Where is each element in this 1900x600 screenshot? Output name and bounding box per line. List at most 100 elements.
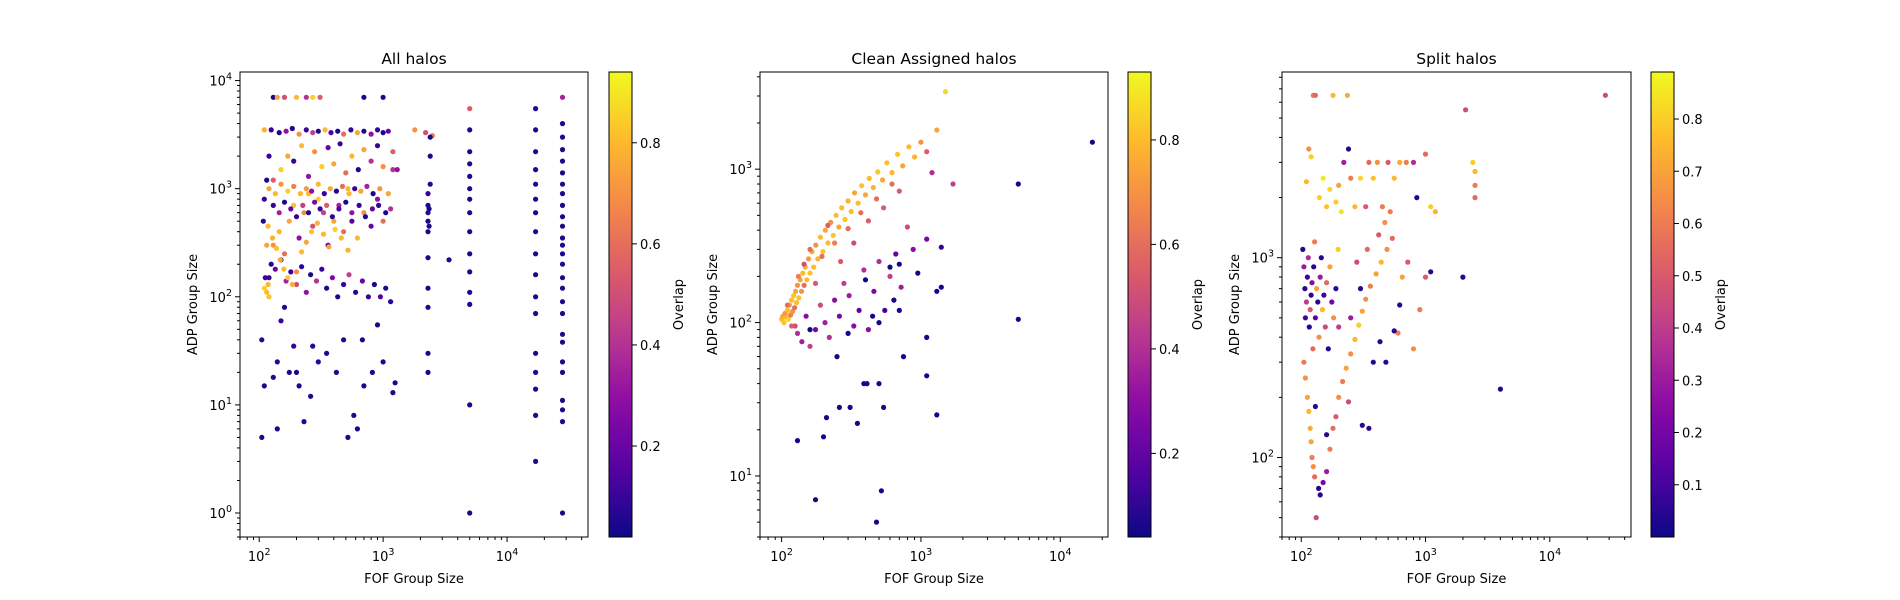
data-point <box>285 153 291 159</box>
data-point <box>559 170 566 176</box>
data-point <box>1356 322 1362 328</box>
data-point <box>388 206 394 212</box>
colorbar-tick-label: 0.2 <box>640 440 661 455</box>
data-point <box>1463 107 1469 113</box>
data-point <box>303 289 309 295</box>
data-point <box>1391 328 1397 334</box>
data-point <box>1366 425 1372 431</box>
data-point <box>261 196 267 202</box>
data-point <box>374 196 381 202</box>
data-point <box>1309 280 1315 286</box>
data-point <box>559 158 566 164</box>
y-tick-label: 102 <box>1251 448 1274 466</box>
data-point <box>838 258 844 265</box>
data-point <box>878 488 885 494</box>
data-point <box>319 164 325 170</box>
data-point <box>296 383 302 389</box>
data-point <box>559 202 566 208</box>
data-point <box>851 240 857 246</box>
data-point <box>841 280 847 286</box>
data-point <box>822 320 828 326</box>
data-point <box>272 191 278 197</box>
data-point <box>533 350 539 356</box>
data-point <box>832 240 838 246</box>
data-point <box>425 369 431 375</box>
data-point <box>796 295 802 301</box>
data-point <box>319 266 325 272</box>
data-point <box>1370 175 1376 181</box>
data-point <box>1422 274 1429 280</box>
data-point <box>889 181 895 187</box>
data-point <box>789 323 795 329</box>
colorbar-tick-label: 0.5 <box>1682 270 1703 285</box>
data-point <box>336 206 342 212</box>
data-point <box>310 94 316 100</box>
data-point <box>1307 307 1313 313</box>
data-point <box>875 169 881 175</box>
data-point <box>1378 259 1384 265</box>
colorbar-tick-label: 0.4 <box>1682 322 1703 337</box>
data-point <box>1320 479 1326 486</box>
data-point <box>1359 422 1365 428</box>
data-point <box>368 158 374 164</box>
data-point <box>333 369 339 375</box>
data-point <box>349 153 355 159</box>
data-point <box>341 229 347 235</box>
data-point <box>289 281 295 288</box>
data-point <box>345 434 351 440</box>
subplot-3: 102 103 104 102 103 Split halos FOF Group Size… <box>1228 50 1729 587</box>
data-point <box>361 383 367 389</box>
data-point <box>1333 414 1339 420</box>
data-point <box>467 289 473 295</box>
data-point <box>281 94 288 100</box>
data-point <box>374 127 381 133</box>
data-point <box>801 261 807 267</box>
data-point <box>317 94 323 100</box>
data-point <box>423 130 429 136</box>
data-point <box>305 173 312 179</box>
data-point <box>559 275 566 281</box>
data-point <box>369 369 375 375</box>
data-point <box>815 256 821 262</box>
colorbar-tick-label: 0.2 <box>1682 427 1703 442</box>
data-point <box>852 190 858 196</box>
data-point <box>820 434 827 440</box>
data-point <box>1336 182 1342 188</box>
data-point <box>312 149 318 155</box>
data-point <box>310 223 316 229</box>
data-point <box>1367 283 1373 289</box>
data-point <box>320 210 327 216</box>
y-axis-label: ADP Group Size <box>706 254 721 355</box>
data-point <box>559 235 566 241</box>
data-point <box>807 246 813 252</box>
colorbar-label: Overlap <box>672 279 687 330</box>
data-point <box>467 196 473 202</box>
x-tick-label: 102 <box>770 547 793 565</box>
data-point <box>533 412 539 418</box>
data-point <box>1340 378 1346 385</box>
data-point <box>278 318 284 324</box>
y-tick-label: 104 <box>209 72 232 90</box>
data-point <box>1330 92 1336 98</box>
y-tick-label: 103 <box>729 160 752 178</box>
data-point <box>361 147 367 153</box>
data-point <box>1428 269 1434 275</box>
data-point <box>425 304 431 310</box>
data-point <box>276 229 282 235</box>
data-point <box>845 226 851 232</box>
data-point <box>533 149 539 155</box>
data-point <box>559 121 566 127</box>
data-point <box>801 282 807 288</box>
data-point <box>467 402 473 408</box>
data-point <box>359 278 365 284</box>
data-point <box>321 191 327 197</box>
subplot-2: 102 103 104 101 102 103 Clean Assigned halos FO… <box>706 50 1206 587</box>
data-point <box>822 227 828 233</box>
data-point <box>924 149 930 155</box>
data-point <box>1312 92 1318 98</box>
data-point <box>887 273 893 279</box>
data-point <box>327 186 333 192</box>
data-point <box>1315 299 1321 305</box>
data-point <box>272 266 278 272</box>
data-point <box>349 218 355 224</box>
